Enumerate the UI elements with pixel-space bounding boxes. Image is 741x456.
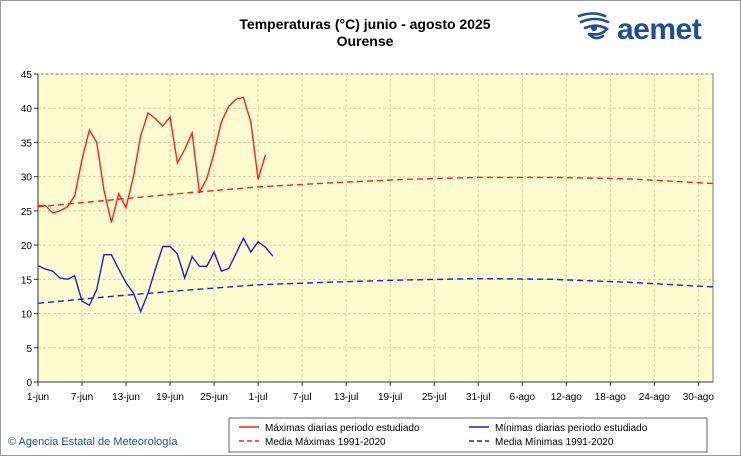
aemet-wordmark: aemet [617, 12, 702, 46]
x-tick-label: 25-jun [200, 392, 228, 403]
x-tick-label: 19-jul [378, 392, 402, 403]
x-tick-label: 7-jul [293, 392, 312, 403]
chart-subtitle: Ourense [336, 33, 394, 49]
series-line-3 [37, 176, 714, 208]
series-line-1 [38, 96, 267, 223]
y-tick-label: 15 [21, 275, 33, 286]
x-tick-label: 1-jun [27, 392, 49, 403]
x-tick-label: 19-jun [156, 392, 184, 403]
y-tick-label: 40 [21, 104, 33, 115]
x-tick-label: 7-jun [71, 392, 93, 403]
legend-label: Mínimas diarias periodo estudiado [495, 423, 648, 434]
legend-label: Media Mínimas 1991-2020 [495, 437, 614, 448]
plot-area [37, 73, 714, 383]
y-tick-label: 30 [21, 173, 33, 184]
aemet-logo: aemet [575, 10, 702, 49]
x-tick-label: 30-ago [683, 392, 715, 403]
x-tick-label: 31-jul [466, 392, 490, 403]
y-tick-label: 0 [26, 378, 32, 389]
legend-label: Media Máximas 1991-2020 [265, 437, 386, 448]
x-tick-label: 24-ago [639, 392, 671, 403]
series-line-2 [37, 236, 274, 314]
copyright-text: © Agencia Estatal de Meteorología [8, 436, 178, 448]
y-tick-label: 5 [26, 344, 32, 355]
y-tick-label: 35 [21, 138, 33, 149]
aemet-swirl-icon [575, 10, 613, 49]
legend-label: Máximas diarias periodo estudiado [265, 423, 420, 434]
y-tick-label: 10 [21, 310, 33, 321]
y-tick-label: 25 [21, 207, 33, 218]
y-tick-label: 20 [21, 241, 33, 252]
series-line-4 [37, 277, 714, 304]
legend-box [228, 417, 708, 453]
x-tick-label: 13-jul [334, 392, 358, 403]
x-tick-label: 13-jun [112, 392, 140, 403]
y-tick-label: 45 [21, 70, 33, 81]
x-tick-label: 12-ago [551, 392, 583, 403]
x-tick-label: 25-jul [422, 392, 446, 403]
x-tick-label: 18-ago [595, 392, 627, 403]
x-tick-label: 6-ago [509, 392, 535, 403]
chart-title: Temperaturas (°C) junio - agosto 2025 [239, 16, 491, 32]
x-tick-label: 1-jul [249, 392, 268, 403]
